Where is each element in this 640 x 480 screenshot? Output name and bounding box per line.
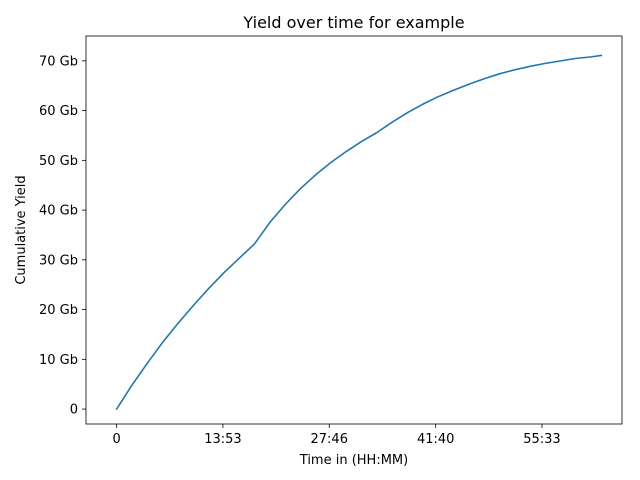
y-axis: 0 10 Gb 20 Gb 30 Gb 40 Gb 50 Gb 60 Gb 70 Gb bbox=[39, 54, 86, 418]
plot-area bbox=[85, 35, 623, 425]
y-tick-label: 0 bbox=[70, 403, 78, 418]
y-tick-label: 50 Gb bbox=[39, 154, 78, 169]
x-axis: 0 13:53 27:46 41:40 55:33 bbox=[112, 424, 561, 447]
y-tick-label: 40 Gb bbox=[39, 204, 78, 219]
y-tick-label: 20 Gb bbox=[39, 303, 78, 318]
y-tick-label: 30 Gb bbox=[39, 253, 78, 268]
y-axis-label: Cumulative Yield bbox=[14, 175, 29, 284]
x-tick-label: 0 bbox=[112, 432, 120, 447]
x-axis-label: Time in (HH:MM) bbox=[299, 453, 408, 468]
x-tick-label: 13:53 bbox=[204, 432, 241, 447]
plot-frame bbox=[85, 35, 623, 425]
series-line-0 bbox=[115, 54, 603, 411]
x-tick-label: 27:46 bbox=[311, 432, 348, 447]
y-tick-label: 60 Gb bbox=[39, 104, 78, 119]
x-tick-label: 55:33 bbox=[523, 432, 560, 447]
y-tick-label: 70 Gb bbox=[39, 54, 78, 69]
chart-title: Yield over time for example bbox=[242, 13, 464, 32]
x-tick-label: 41:40 bbox=[417, 432, 454, 447]
y-tick-label: 10 Gb bbox=[39, 353, 78, 368]
